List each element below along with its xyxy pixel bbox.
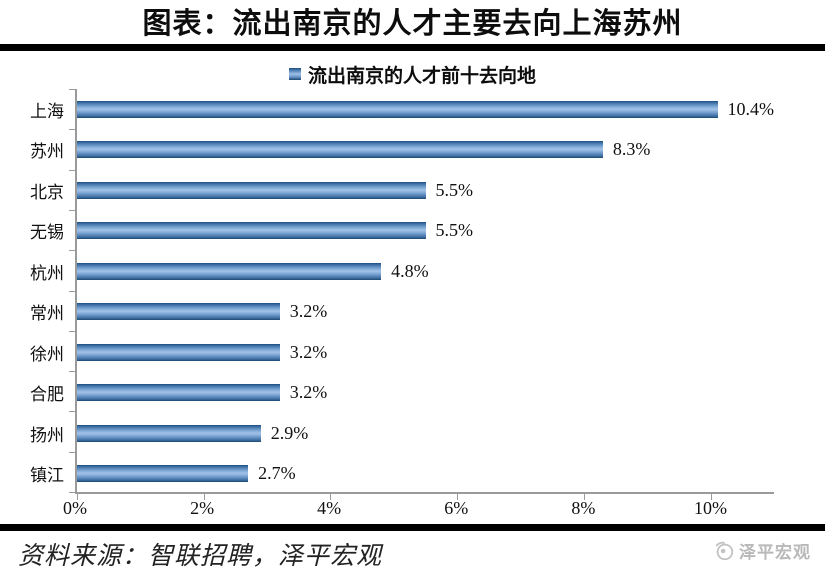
bar-row: 上海 10.4% xyxy=(30,89,775,130)
x-axis-tick xyxy=(77,494,78,500)
value-label: 2.7% xyxy=(258,463,296,484)
bar-row: 杭州 4.8% xyxy=(30,251,774,292)
bar-row: 苏州 8.3% xyxy=(30,130,774,171)
bar-row: 徐州 3.2% xyxy=(30,332,774,373)
y-axis-tick xyxy=(69,330,75,332)
x-axis-tick xyxy=(203,494,205,500)
legend-label: 流出南京的人才前十去向地 xyxy=(307,65,536,87)
category-label: 常州 xyxy=(30,304,64,324)
value-label: 3.2% xyxy=(289,382,328,403)
category-label: 苏州 xyxy=(30,142,64,162)
footer: 资料来源：智联招聘，泽平宏观 泽平宏观 xyxy=(0,531,825,572)
x-axis-tick-label: 6% xyxy=(444,498,469,518)
bar xyxy=(77,465,249,483)
y-axis-tick xyxy=(69,492,75,493)
y-axis-tick xyxy=(69,451,75,453)
category-label: 镇江 xyxy=(30,466,64,486)
x-axis-tick-label: 0% xyxy=(63,498,87,518)
bar xyxy=(77,303,280,321)
category-label: 扬州 xyxy=(30,425,64,445)
value-label: 5.5% xyxy=(435,220,474,241)
category-label: 上海 xyxy=(30,101,64,121)
value-label: 2.9% xyxy=(270,422,309,443)
bar xyxy=(77,384,280,402)
y-axis-tick xyxy=(69,290,75,292)
y-axis-tick xyxy=(69,169,75,171)
page-title: 图表：流出南京的人才主要去向上海苏州 xyxy=(142,8,683,40)
bar-row: 无锡 5.5% xyxy=(30,211,774,252)
x-axis-tick-label: 4% xyxy=(317,498,342,518)
value-label: 4.8% xyxy=(391,260,429,281)
value-label: 3.2% xyxy=(289,341,328,362)
bar-row: 扬州 2.9% xyxy=(30,413,774,454)
bar xyxy=(77,424,261,442)
category-label: 徐州 xyxy=(30,344,64,364)
x-axis-tick-label: 8% xyxy=(571,498,596,518)
value-label: 3.2% xyxy=(289,301,328,322)
value-label: 8.3% xyxy=(612,139,651,160)
bar xyxy=(77,262,382,280)
y-axis-tick xyxy=(69,129,75,131)
legend-marker-icon xyxy=(288,68,301,80)
bar xyxy=(77,343,280,361)
x-axis-tick-label: 2% xyxy=(190,498,215,518)
zeping-macro-logo-icon xyxy=(715,541,734,560)
x-axis-tick-label: 10% xyxy=(693,498,727,518)
title-divider xyxy=(0,44,825,51)
category-label: 北京 xyxy=(30,182,64,202)
source-note: 资料来源：智联招聘，泽平宏观 xyxy=(18,543,383,570)
x-axis-tick xyxy=(457,494,459,500)
y-axis-tick xyxy=(69,209,75,211)
bar-row: 合肥 3.2% xyxy=(30,373,774,414)
category-label: 合肥 xyxy=(30,385,64,405)
y-axis-tick xyxy=(69,371,75,373)
bar xyxy=(77,100,718,118)
category-label: 杭州 xyxy=(30,263,64,283)
zeping-macro-logo: 泽平宏观 xyxy=(713,538,811,563)
x-axis-tick xyxy=(330,494,332,500)
x-axis-tick xyxy=(583,494,585,500)
x-axis-labels: 0% 2% 4% 6% 8% 10% xyxy=(63,494,774,524)
chart-legend: 流出南京的人才前十去向地 xyxy=(0,62,825,87)
y-axis-tick xyxy=(69,411,75,413)
bar xyxy=(77,181,426,199)
bar-row: 北京 5.5% xyxy=(30,170,774,211)
zeping-macro-logo-text: 泽平宏观 xyxy=(739,543,811,562)
footer-divider xyxy=(0,524,825,531)
y-axis-tick xyxy=(69,250,75,252)
bar xyxy=(77,222,426,240)
value-label: 5.5% xyxy=(435,179,474,200)
category-label: 无锡 xyxy=(30,223,64,243)
bar xyxy=(77,141,603,159)
value-label: 10.4% xyxy=(727,98,775,119)
x-axis-tick xyxy=(710,494,712,500)
bar-row: 镇江 2.7% xyxy=(30,454,774,495)
bar-chart: 上海 10.4% 苏州 8.3% 北京 5.5% 无锡 5.5% 杭州 4.8% 常州 3.2% 徐州 3… xyxy=(0,89,825,500)
y-axis-tick xyxy=(69,89,75,90)
bar-row: 常州 3.2% xyxy=(30,292,774,333)
plot-area: 上海 10.4% 苏州 8.3% 北京 5.5% 无锡 5.5% 杭州 4.8% 常州 3.2% 徐州 3… xyxy=(30,89,775,500)
